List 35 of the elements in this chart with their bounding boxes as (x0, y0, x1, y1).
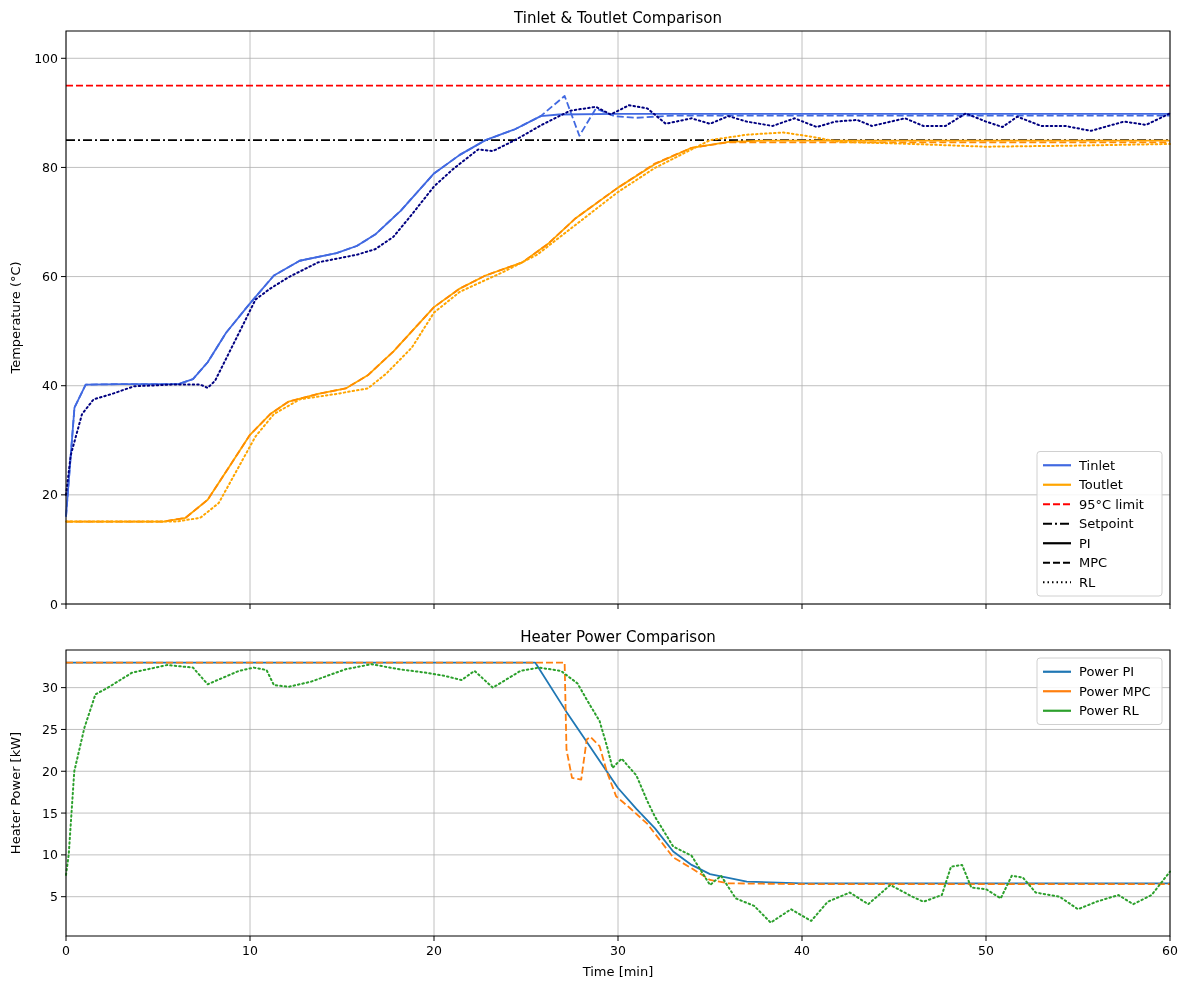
y-tick-label: 20 (42, 487, 59, 503)
y-axis-title: Heater Power [kW] (8, 731, 23, 855)
x-tick-label: 30 (610, 943, 626, 958)
y-tick-label: 20 (42, 763, 59, 779)
annotation: MPC (1079, 555, 1108, 571)
x-tick-label: 20 (426, 943, 442, 958)
y-tick-label: 30 (42, 680, 59, 696)
x-tick-label: 40 (794, 943, 810, 958)
legend-label: Toutlet (1078, 477, 1123, 493)
y-tick-label: 80 (42, 159, 59, 175)
x-tick-label: 50 (978, 943, 994, 958)
y-tick-label: 5 (50, 889, 58, 905)
y-tick-label: 15 (42, 805, 58, 821)
annotation: PI (1079, 535, 1091, 551)
y-tick-label: 0 (50, 596, 59, 612)
chart-title: Tinlet & Toutlet Comparison (513, 9, 722, 27)
x-tick-label: 0 (62, 943, 71, 958)
line-series (65, 663, 1171, 924)
legend-label: Setpoint (1079, 516, 1134, 532)
y-axis-title: Temperature (°C) (8, 261, 23, 375)
y-tick-label: 40 (42, 378, 59, 394)
legend-label: Power RL (1079, 703, 1140, 719)
y-tick-label: 60 (42, 269, 59, 285)
legend-label: Tinlet (1078, 457, 1116, 473)
x-axis-title: Time [min] (581, 964, 654, 979)
y-tick-label: 25 (42, 721, 58, 737)
legend-label: 95°C limit (1079, 496, 1144, 512)
y-tick-label: 10 (42, 847, 59, 863)
legend-label: Power MPC (1079, 683, 1151, 699)
x-tick-label: 60 (1162, 943, 1178, 958)
y-tick-label: 100 (34, 50, 59, 66)
annotation: RL (1079, 574, 1097, 590)
chart-title: Heater Power Comparison (520, 628, 716, 646)
x-tick-label: 10 (242, 943, 258, 958)
legend-label: Power PI (1079, 664, 1135, 680)
